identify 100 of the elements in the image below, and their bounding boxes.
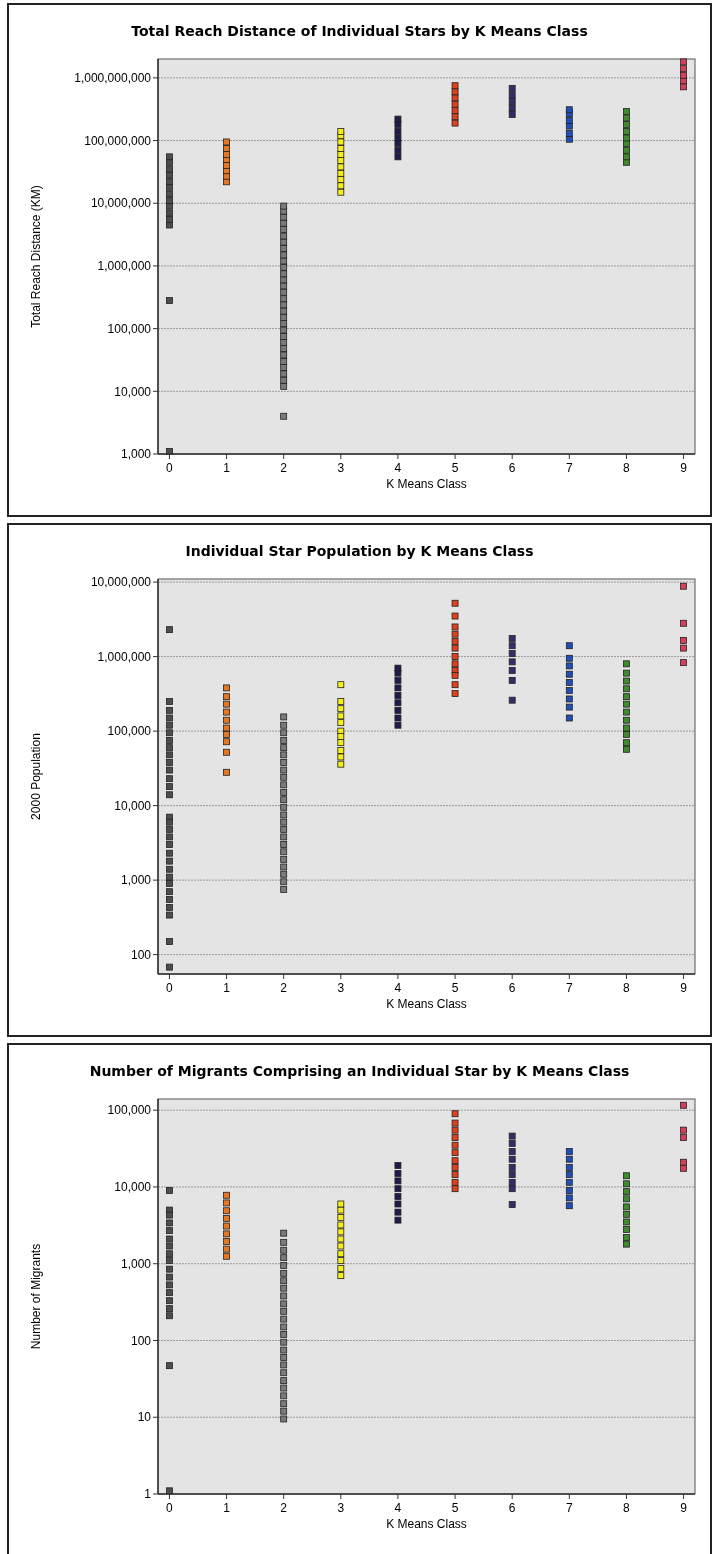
point <box>451 113 459 121</box>
y-tick-label: 10,000,000 <box>90 575 152 590</box>
x-tick-label: 0 <box>166 461 174 475</box>
point <box>394 134 402 142</box>
point <box>280 326 288 334</box>
point <box>280 1323 288 1331</box>
x-tick-label: 5 <box>451 461 459 475</box>
point <box>680 1126 687 1134</box>
point <box>280 789 288 796</box>
point <box>166 865 173 873</box>
point <box>565 670 573 678</box>
point <box>508 104 516 112</box>
y-axis-title: 2000 Population <box>29 733 43 820</box>
y-tick-label: 1,000,000 <box>97 259 152 274</box>
point <box>623 1188 630 1196</box>
point <box>337 1235 345 1243</box>
point <box>623 134 630 142</box>
point <box>337 1214 345 1221</box>
x-tick-label: 4 <box>394 981 402 995</box>
point <box>508 696 516 704</box>
x-axis-title: K Means Class <box>386 997 467 1011</box>
x-tick-label: 8 <box>623 981 631 995</box>
x-tick-label: 4 <box>394 461 402 475</box>
point <box>166 626 173 634</box>
x-tick-label: 6 <box>508 981 516 995</box>
point <box>565 1163 573 1171</box>
x-tick-label: 0 <box>166 1501 174 1515</box>
point <box>166 904 173 911</box>
x-tick-label: 5 <box>451 981 459 995</box>
point <box>451 1141 459 1149</box>
point <box>565 135 573 143</box>
point <box>280 295 288 303</box>
x-axis-title: K Means Class <box>386 1517 467 1531</box>
point <box>280 841 288 848</box>
point <box>394 1177 402 1185</box>
point <box>166 841 173 848</box>
point <box>623 685 630 693</box>
x-tick-label: 6 <box>508 461 516 475</box>
point <box>280 1354 288 1361</box>
point <box>280 1246 288 1254</box>
point <box>166 1487 173 1495</box>
point <box>223 1191 230 1199</box>
point <box>280 345 288 353</box>
point <box>223 768 230 776</box>
point <box>623 1180 630 1188</box>
point <box>280 251 288 259</box>
x-tick-label: 7 <box>565 461 573 475</box>
point <box>680 582 687 590</box>
point <box>166 1362 173 1370</box>
y-tick-label: 1,000 <box>120 447 152 462</box>
point <box>680 1134 687 1141</box>
point <box>508 635 516 642</box>
point <box>223 138 230 146</box>
point <box>680 644 687 652</box>
point <box>451 671 459 679</box>
point <box>280 270 288 278</box>
point <box>166 751 173 759</box>
point <box>394 676 402 684</box>
point <box>280 811 288 819</box>
point <box>623 745 630 753</box>
point <box>623 731 630 738</box>
point <box>166 857 173 865</box>
point <box>280 1415 288 1423</box>
point <box>223 1252 230 1260</box>
point <box>280 1229 288 1237</box>
point <box>223 693 230 701</box>
point <box>451 660 459 668</box>
point <box>280 382 288 390</box>
point <box>166 158 173 166</box>
point <box>451 612 459 620</box>
point <box>394 684 402 692</box>
point <box>508 1185 516 1193</box>
point <box>280 263 288 271</box>
chart-title: Individual Star Population by K Means Class <box>185 543 534 559</box>
point <box>623 1195 630 1203</box>
y-tick-label: 1,000,000,000 <box>74 71 152 86</box>
point <box>280 1392 288 1400</box>
point <box>337 163 345 171</box>
point <box>394 714 402 722</box>
point <box>565 106 573 114</box>
point <box>166 1227 173 1235</box>
point <box>280 721 288 729</box>
point <box>680 1101 687 1109</box>
point <box>680 83 687 91</box>
x-tick-label: 9 <box>680 461 688 475</box>
point <box>166 1211 173 1219</box>
point <box>280 751 288 759</box>
point <box>223 1245 230 1253</box>
point <box>223 748 230 756</box>
point <box>451 630 459 638</box>
point <box>565 1202 573 1210</box>
point <box>280 314 288 321</box>
point <box>623 1172 630 1180</box>
point <box>508 98 516 105</box>
point <box>223 700 230 708</box>
point <box>337 681 345 689</box>
point <box>565 679 573 686</box>
point <box>623 739 630 747</box>
point <box>337 169 345 177</box>
point <box>337 739 345 747</box>
